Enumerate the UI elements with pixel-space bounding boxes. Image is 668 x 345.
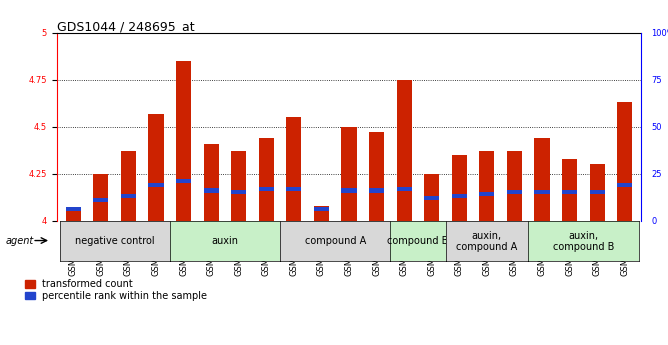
Bar — [259, 187, 274, 191]
Bar — [287, 117, 301, 221]
Bar — [341, 188, 357, 193]
Bar — [480, 151, 494, 221]
Bar — [65, 208, 81, 221]
Bar — [259, 138, 274, 221]
Bar — [424, 174, 440, 221]
Legend: transformed count, percentile rank within the sample: transformed count, percentile rank withi… — [25, 279, 207, 301]
Text: compound B: compound B — [387, 236, 449, 246]
Bar — [452, 155, 467, 221]
Bar — [507, 190, 522, 195]
Bar — [534, 190, 550, 195]
Text: auxin,
compound B: auxin, compound B — [552, 230, 614, 252]
Bar — [121, 151, 136, 221]
Bar — [94, 198, 108, 202]
Bar — [369, 132, 384, 221]
Bar — [314, 206, 329, 221]
Bar — [287, 187, 301, 191]
Bar — [204, 144, 218, 221]
Text: compound A: compound A — [305, 236, 366, 246]
Bar — [341, 127, 357, 221]
Text: GDS1044 / 248695_at: GDS1044 / 248695_at — [57, 20, 194, 33]
Bar — [617, 102, 633, 221]
Bar — [397, 187, 411, 191]
Bar — [231, 190, 246, 195]
Bar — [314, 207, 329, 211]
Bar — [562, 159, 577, 221]
Bar — [148, 114, 164, 221]
Bar — [480, 192, 494, 196]
Bar — [590, 190, 605, 195]
Bar — [231, 151, 246, 221]
Bar — [507, 151, 522, 221]
Text: agent: agent — [5, 236, 33, 246]
Bar — [397, 80, 411, 221]
Text: auxin: auxin — [212, 236, 238, 246]
Bar — [424, 196, 440, 200]
Bar — [204, 188, 218, 193]
Text: negative control: negative control — [75, 236, 154, 246]
Bar — [176, 179, 191, 183]
Bar — [452, 194, 467, 198]
Bar — [369, 188, 384, 193]
Bar — [590, 164, 605, 221]
Bar — [176, 61, 191, 221]
Bar — [65, 207, 81, 211]
Text: auxin,
compound A: auxin, compound A — [456, 230, 518, 252]
Bar — [617, 183, 633, 187]
Bar — [534, 138, 550, 221]
Bar — [121, 194, 136, 198]
Bar — [148, 183, 164, 187]
Bar — [562, 190, 577, 195]
Bar — [94, 174, 108, 221]
